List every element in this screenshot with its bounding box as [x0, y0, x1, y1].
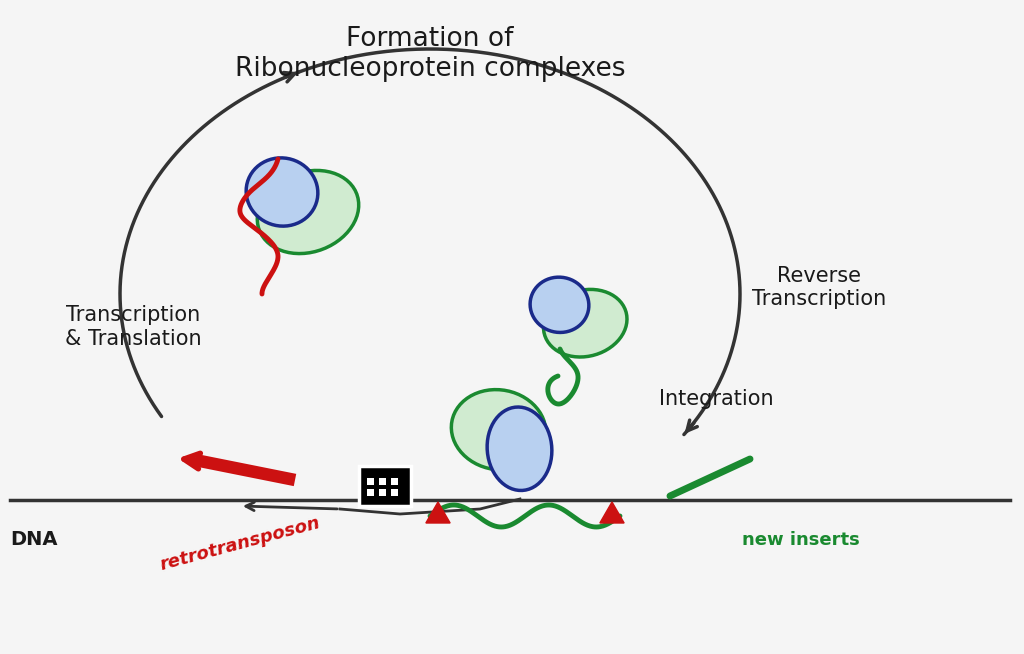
- Bar: [367, 489, 374, 496]
- Polygon shape: [544, 290, 627, 357]
- Bar: [390, 477, 397, 485]
- Text: Transcription
& Translation: Transcription & Translation: [65, 305, 202, 349]
- Text: Reverse
Transcription: Reverse Transcription: [752, 266, 887, 309]
- Bar: [359, 466, 411, 506]
- Bar: [367, 477, 374, 485]
- Polygon shape: [487, 407, 552, 490]
- Polygon shape: [530, 277, 589, 332]
- Bar: [379, 489, 385, 496]
- Bar: [390, 489, 397, 496]
- Text: retrotransposon: retrotransposon: [158, 514, 323, 574]
- Bar: [379, 477, 385, 485]
- Polygon shape: [257, 171, 358, 254]
- Text: Formation of
Ribonucleoprotein complexes: Formation of Ribonucleoprotein complexes: [234, 26, 626, 82]
- Text: Integration: Integration: [659, 389, 774, 409]
- Polygon shape: [452, 390, 546, 470]
- Text: new inserts: new inserts: [742, 530, 860, 549]
- Text: DNA: DNA: [10, 530, 57, 549]
- Polygon shape: [246, 158, 317, 226]
